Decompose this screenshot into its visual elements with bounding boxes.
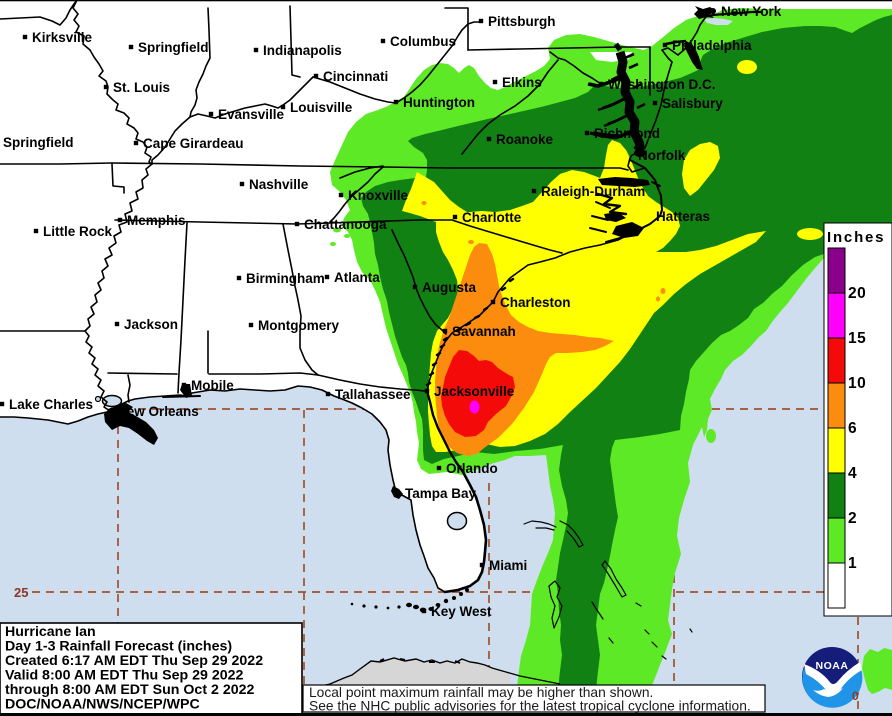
svg-text:1: 1 [848,555,857,572]
svg-text:Charleston: Charleston [500,295,571,310]
svg-text:0: 0 [852,689,859,703]
svg-text:Cape Girardeau: Cape Girardeau [143,136,244,151]
svg-text:Local point maximum rainfall m: Local point maximum rainfall may be high… [309,685,653,700]
svg-text:Elkins: Elkins [502,75,542,90]
svg-text:Mobile: Mobile [191,378,234,393]
svg-text:Atlanta: Atlanta [334,270,380,285]
svg-text:Charlotte: Charlotte [462,210,522,225]
svg-text:Augusta: Augusta [422,280,476,295]
svg-text:Birmingham: Birmingham [246,271,325,286]
svg-text:Pittsburgh: Pittsburgh [488,14,556,29]
svg-text:Kirksville: Kirksville [32,30,93,45]
svg-text:Indianapolis: Indianapolis [263,43,342,58]
svg-text:Hurricane Ian: Hurricane Ian [5,624,96,640]
svg-text:Inches: Inches [827,229,885,246]
svg-text:Richmond: Richmond [594,126,660,141]
svg-text:Orlando: Orlando [446,461,498,476]
svg-text:Washington D.C.: Washington D.C. [608,77,716,92]
svg-text:Jacksonville: Jacksonville [434,384,515,399]
svg-text:NOAA: NOAA [816,660,849,672]
svg-text:New York: New York [721,4,782,19]
svg-text:Columbus: Columbus [390,34,456,49]
svg-text:DOC/NOAA/NWS/NCEP/WPC: DOC/NOAA/NWS/NCEP/WPC [5,697,200,713]
svg-text:Philadelphia: Philadelphia [672,38,752,53]
svg-text:Memphis: Memphis [127,213,186,228]
svg-text:Lake Charles: Lake Charles [9,397,93,412]
svg-text:6: 6 [848,420,857,437]
svg-text:Key West: Key West [431,604,492,619]
svg-text:Springfield: Springfield [138,40,209,55]
svg-text:Roanoke: Roanoke [496,132,554,147]
svg-text:2: 2 [848,510,857,527]
svg-text:Huntington: Huntington [403,95,475,110]
svg-text:Jackson: Jackson [124,317,178,332]
svg-text:Norfolk: Norfolk [638,148,686,163]
svg-text:Miami: Miami [489,558,527,573]
svg-text:Tallahassee: Tallahassee [335,387,411,402]
svg-text:20: 20 [848,285,866,302]
svg-text:Louisville: Louisville [290,100,353,115]
svg-text:Day 1-3 Rainfall Forecast (inc: Day 1-3 Rainfall Forecast (inches) [5,639,232,655]
svg-text:25: 25 [14,585,28,600]
svg-text:15: 15 [848,330,866,347]
svg-text:St. Louis: St. Louis [113,80,170,95]
svg-text:Little Rock: Little Rock [43,224,113,239]
svg-text:10: 10 [848,375,866,392]
svg-text:Hatteras: Hatteras [656,209,710,224]
svg-text:Knoxville: Knoxville [348,188,409,203]
svg-text:4: 4 [848,465,857,482]
svg-text:Savannah: Savannah [452,324,516,339]
svg-text:Tampa Bay: Tampa Bay [405,486,477,501]
svg-text:Montgomery: Montgomery [258,318,339,333]
svg-text:Nashville: Nashville [249,177,309,192]
svg-text:Salisbury: Salisbury [662,96,723,111]
svg-text:Valid 8:00 AM EDT Thu Sep 29 2: Valid 8:00 AM EDT Thu Sep 29 2022 [5,668,243,684]
svg-text:Springfield: Springfield [3,135,74,150]
svg-text:Chattanooga: Chattanooga [304,217,387,232]
svg-text:Raleigh-Durham: Raleigh-Durham [541,184,645,199]
svg-text:New Orleans: New Orleans [117,404,199,419]
svg-text:Created 6:17 AM EDT Thu Sep 29: Created 6:17 AM EDT Thu Sep 29 2022 [5,653,263,669]
svg-text:Cincinnati: Cincinnati [323,69,388,84]
svg-text:Evansville: Evansville [218,107,285,122]
svg-text:through 8:00 AM EDT Sun Oct 2: through 8:00 AM EDT Sun Oct 2 2022 [5,682,254,698]
svg-text:See the NHC public advisories: See the NHC public advisories for the la… [309,699,751,714]
